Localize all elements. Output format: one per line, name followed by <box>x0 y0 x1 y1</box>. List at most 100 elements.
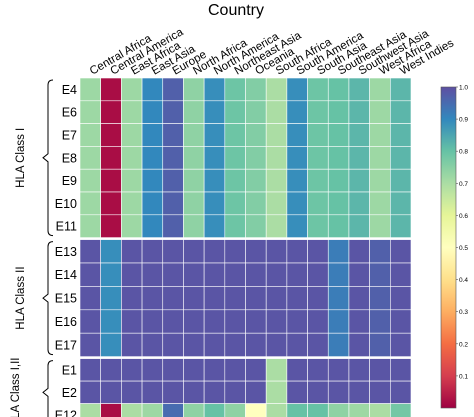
heatmap-cell <box>307 286 329 311</box>
heatmap-cell <box>121 191 143 216</box>
group-bracket <box>42 79 54 237</box>
heatmap-cell <box>327 403 350 417</box>
heatmap-cell <box>348 332 370 357</box>
heatmap-cell <box>348 168 370 193</box>
heatmap-cell <box>348 403 370 417</box>
heatmap-cell <box>390 191 412 216</box>
group-brackets: HLA Class I HLA Class II HLA Class I,II <box>10 79 54 417</box>
heatmap-cell <box>203 380 226 404</box>
heatmap-cell <box>100 123 122 147</box>
heatmap-cell <box>327 146 350 170</box>
heatmap-cell <box>162 380 184 404</box>
colorbar-tick-label: 0.6 <box>459 213 468 220</box>
heatmap-cell <box>141 168 164 193</box>
heatmap-cell <box>100 146 122 170</box>
heatmap-cell <box>224 77 246 102</box>
heatmap-cell <box>183 262 205 287</box>
heatmap-cell <box>348 380 370 404</box>
heatmap-cells <box>79 77 412 417</box>
colorbar-tick-label: 0.9 <box>459 117 468 124</box>
heatmap-cell <box>79 239 101 264</box>
heatmap-cell <box>245 191 267 216</box>
heatmap-cell <box>265 332 288 357</box>
heatmap-cell <box>265 191 288 216</box>
row-label: E7 <box>62 129 77 143</box>
heatmap-cell <box>203 214 226 238</box>
heatmap-cell <box>203 123 226 147</box>
heatmap-cell <box>286 214 308 238</box>
heatmap-cell <box>265 100 288 124</box>
heatmap-cell <box>390 100 412 124</box>
heatmap-cell <box>203 239 226 264</box>
heatmap-cell <box>348 123 370 147</box>
row-label: E11 <box>56 220 77 234</box>
chart-title: Country <box>208 2 264 19</box>
heatmap-cell <box>224 358 246 382</box>
row-labels: E4 E6 E7 E8 E9 E10 E11 E13 E14 E15 E16 E17 E1 E2 E12 <box>55 83 77 417</box>
heatmap-cell <box>245 358 267 382</box>
heatmap-cell <box>183 77 205 102</box>
heatmap-cell <box>162 403 184 417</box>
heatmap-cell <box>348 100 370 124</box>
heatmap-cell <box>390 77 412 102</box>
colorbar-tick-label: 1.0 <box>459 85 468 92</box>
heatmap-cell <box>390 168 412 193</box>
row-label: E8 <box>62 151 77 165</box>
heatmap-cell <box>245 262 267 287</box>
heatmap-cell <box>224 146 246 170</box>
heatmap-cell <box>121 168 143 193</box>
heatmap-cell <box>79 146 101 170</box>
heatmap-cell <box>224 332 246 357</box>
heatmap-cell <box>390 146 412 170</box>
heatmap-cell <box>224 168 246 193</box>
heatmap-cell <box>348 146 370 170</box>
heatmap-cell <box>162 168 184 193</box>
heatmap-cell <box>390 403 412 417</box>
group-label: HLA Class I <box>15 128 27 188</box>
heatmap-cell <box>203 403 226 417</box>
heatmap-cell <box>369 100 391 124</box>
row-label: E13 <box>55 245 77 259</box>
heatmap-cell <box>183 286 205 311</box>
heatmap-cell <box>224 380 246 404</box>
heatmap-cell <box>79 214 101 238</box>
heatmap-cell <box>162 100 184 124</box>
row-label: E6 <box>62 106 77 120</box>
colorbar-tick-label: 0.1 <box>459 373 468 380</box>
heatmap-cell <box>286 191 308 216</box>
heatmap-cell <box>245 146 267 170</box>
row-label: E10 <box>55 197 77 211</box>
heatmap-cell <box>183 146 205 170</box>
heatmap-cell <box>162 214 184 238</box>
row-label: E14 <box>55 268 77 282</box>
heatmap-cell <box>245 403 267 417</box>
heatmap-cell <box>286 77 308 102</box>
heatmap-cell <box>224 403 246 417</box>
heatmap-cell <box>390 358 412 382</box>
heatmap-cell <box>79 100 101 124</box>
group-label: HLA Class II <box>15 266 27 329</box>
heatmap-cell <box>79 286 101 311</box>
heatmap-cell <box>203 332 226 357</box>
heatmap-cell <box>141 332 164 357</box>
heatmap-cell <box>162 123 184 147</box>
heatmap-cell <box>245 332 267 357</box>
heatmap-cell <box>224 100 246 124</box>
heatmap-cell <box>369 380 391 404</box>
heatmap-cell <box>224 191 246 216</box>
heatmap-cell <box>369 262 391 287</box>
heatmap-cell <box>369 309 391 334</box>
heatmap-cell <box>79 380 101 404</box>
colorbar-tick-label: 0.2 <box>459 341 468 348</box>
heatmap-cell <box>100 77 122 102</box>
heatmap-cell <box>141 214 164 238</box>
heatmap-cell <box>100 100 122 124</box>
heatmap-cell <box>162 239 184 264</box>
row-label: E2 <box>62 386 77 400</box>
heatmap-cell <box>348 262 370 287</box>
heatmap-cell <box>162 332 184 357</box>
heatmap-cell <box>390 262 412 287</box>
heatmap-cell <box>141 403 164 417</box>
heatmap-cell <box>327 191 350 216</box>
heatmap-cell <box>203 262 226 287</box>
